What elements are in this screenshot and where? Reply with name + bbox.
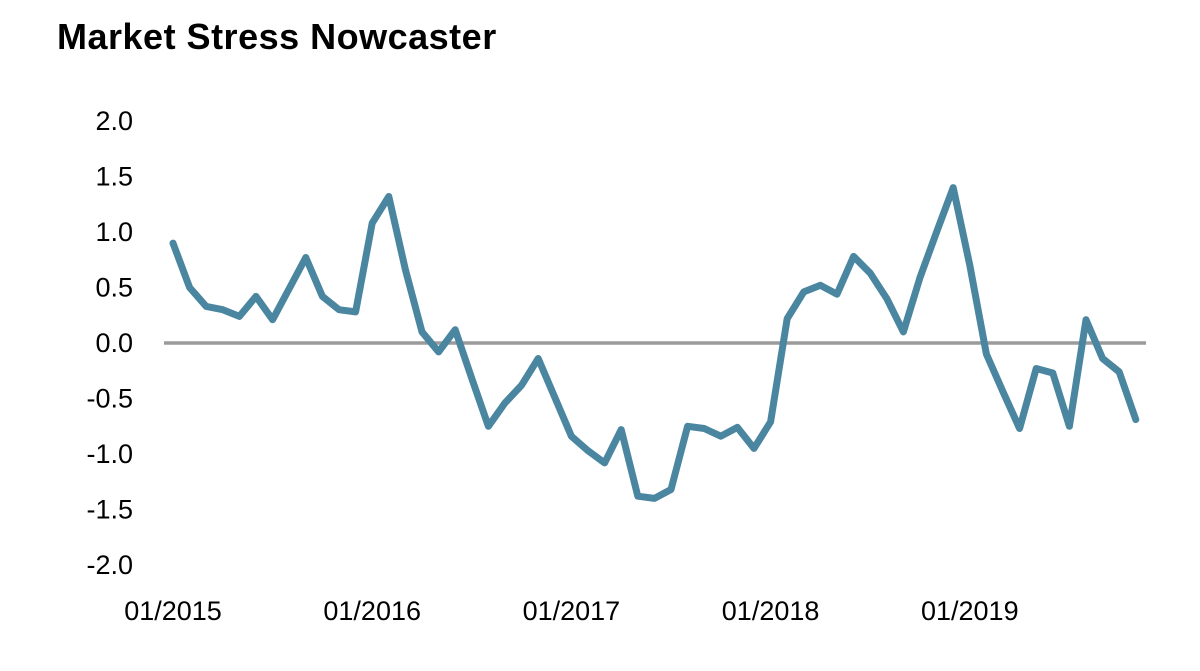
y-tick-label: 1.5 [95,162,133,192]
y-tick-label: 0.0 [95,328,133,358]
x-tick-label: 01/2018 [722,596,820,626]
y-tick-label: 1.0 [95,217,133,247]
y-tick-label: -1.5 [86,495,133,525]
x-tick-label: 01/2019 [921,596,1019,626]
chart-title: Market Stress Nowcaster [57,16,497,57]
y-tick-label: 2.0 [95,106,133,136]
series-line [169,184,1140,502]
x-tick-label: 01/2017 [523,596,621,626]
y-tick-label: -2.0 [86,550,133,580]
y-tick-label: 0.5 [95,273,133,303]
x-tick-label: 01/2015 [124,596,222,626]
y-tick-label: -1.0 [86,439,133,469]
y-tick-label: -0.5 [86,384,133,414]
x-tick-label: 01/2016 [323,596,421,626]
